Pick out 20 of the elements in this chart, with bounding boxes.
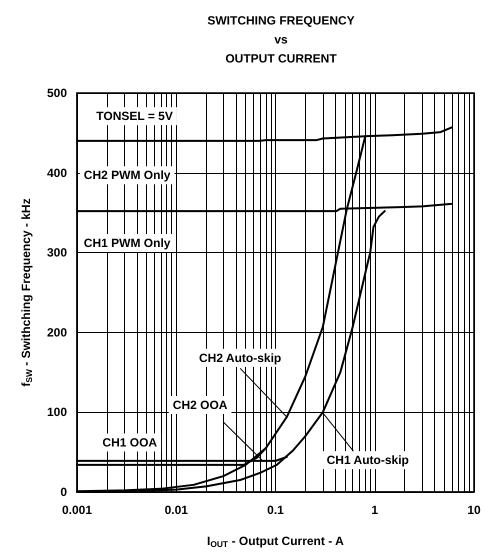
x-tick-label: 10 xyxy=(467,503,481,517)
text: CH1 PWM Only xyxy=(84,236,171,250)
text: CH2 Auto-skip xyxy=(198,350,282,365)
text: CH1 Auto-skip xyxy=(326,453,409,468)
text: CH2 OOA xyxy=(172,398,228,412)
x-tick-label: 0.01 xyxy=(164,503,188,517)
y-tick-label: 300 xyxy=(46,246,68,260)
y-axis-title: fSW - Swithching Frequency - kHz xyxy=(19,198,34,387)
series-label: CH1 OOA xyxy=(102,436,158,450)
text: CH2 PWM Only xyxy=(84,168,171,182)
x-tick-label: 0.001 xyxy=(62,503,92,517)
y-tick-label: 500 xyxy=(46,86,68,100)
x-tick-label: 0.1 xyxy=(267,503,284,517)
y-tick-label: 0 xyxy=(60,485,68,499)
chart-title: SWITCHING FREQUENCY vs OUTPUT CURRENT xyxy=(207,14,355,66)
x-tick-label: 1 xyxy=(371,503,378,517)
annotation: TONSEL = 5V xyxy=(96,109,173,124)
y-tick-label: 400 xyxy=(46,166,68,180)
y-tick-label: 100 xyxy=(46,405,68,420)
y-tick-label: 200 xyxy=(46,325,68,340)
